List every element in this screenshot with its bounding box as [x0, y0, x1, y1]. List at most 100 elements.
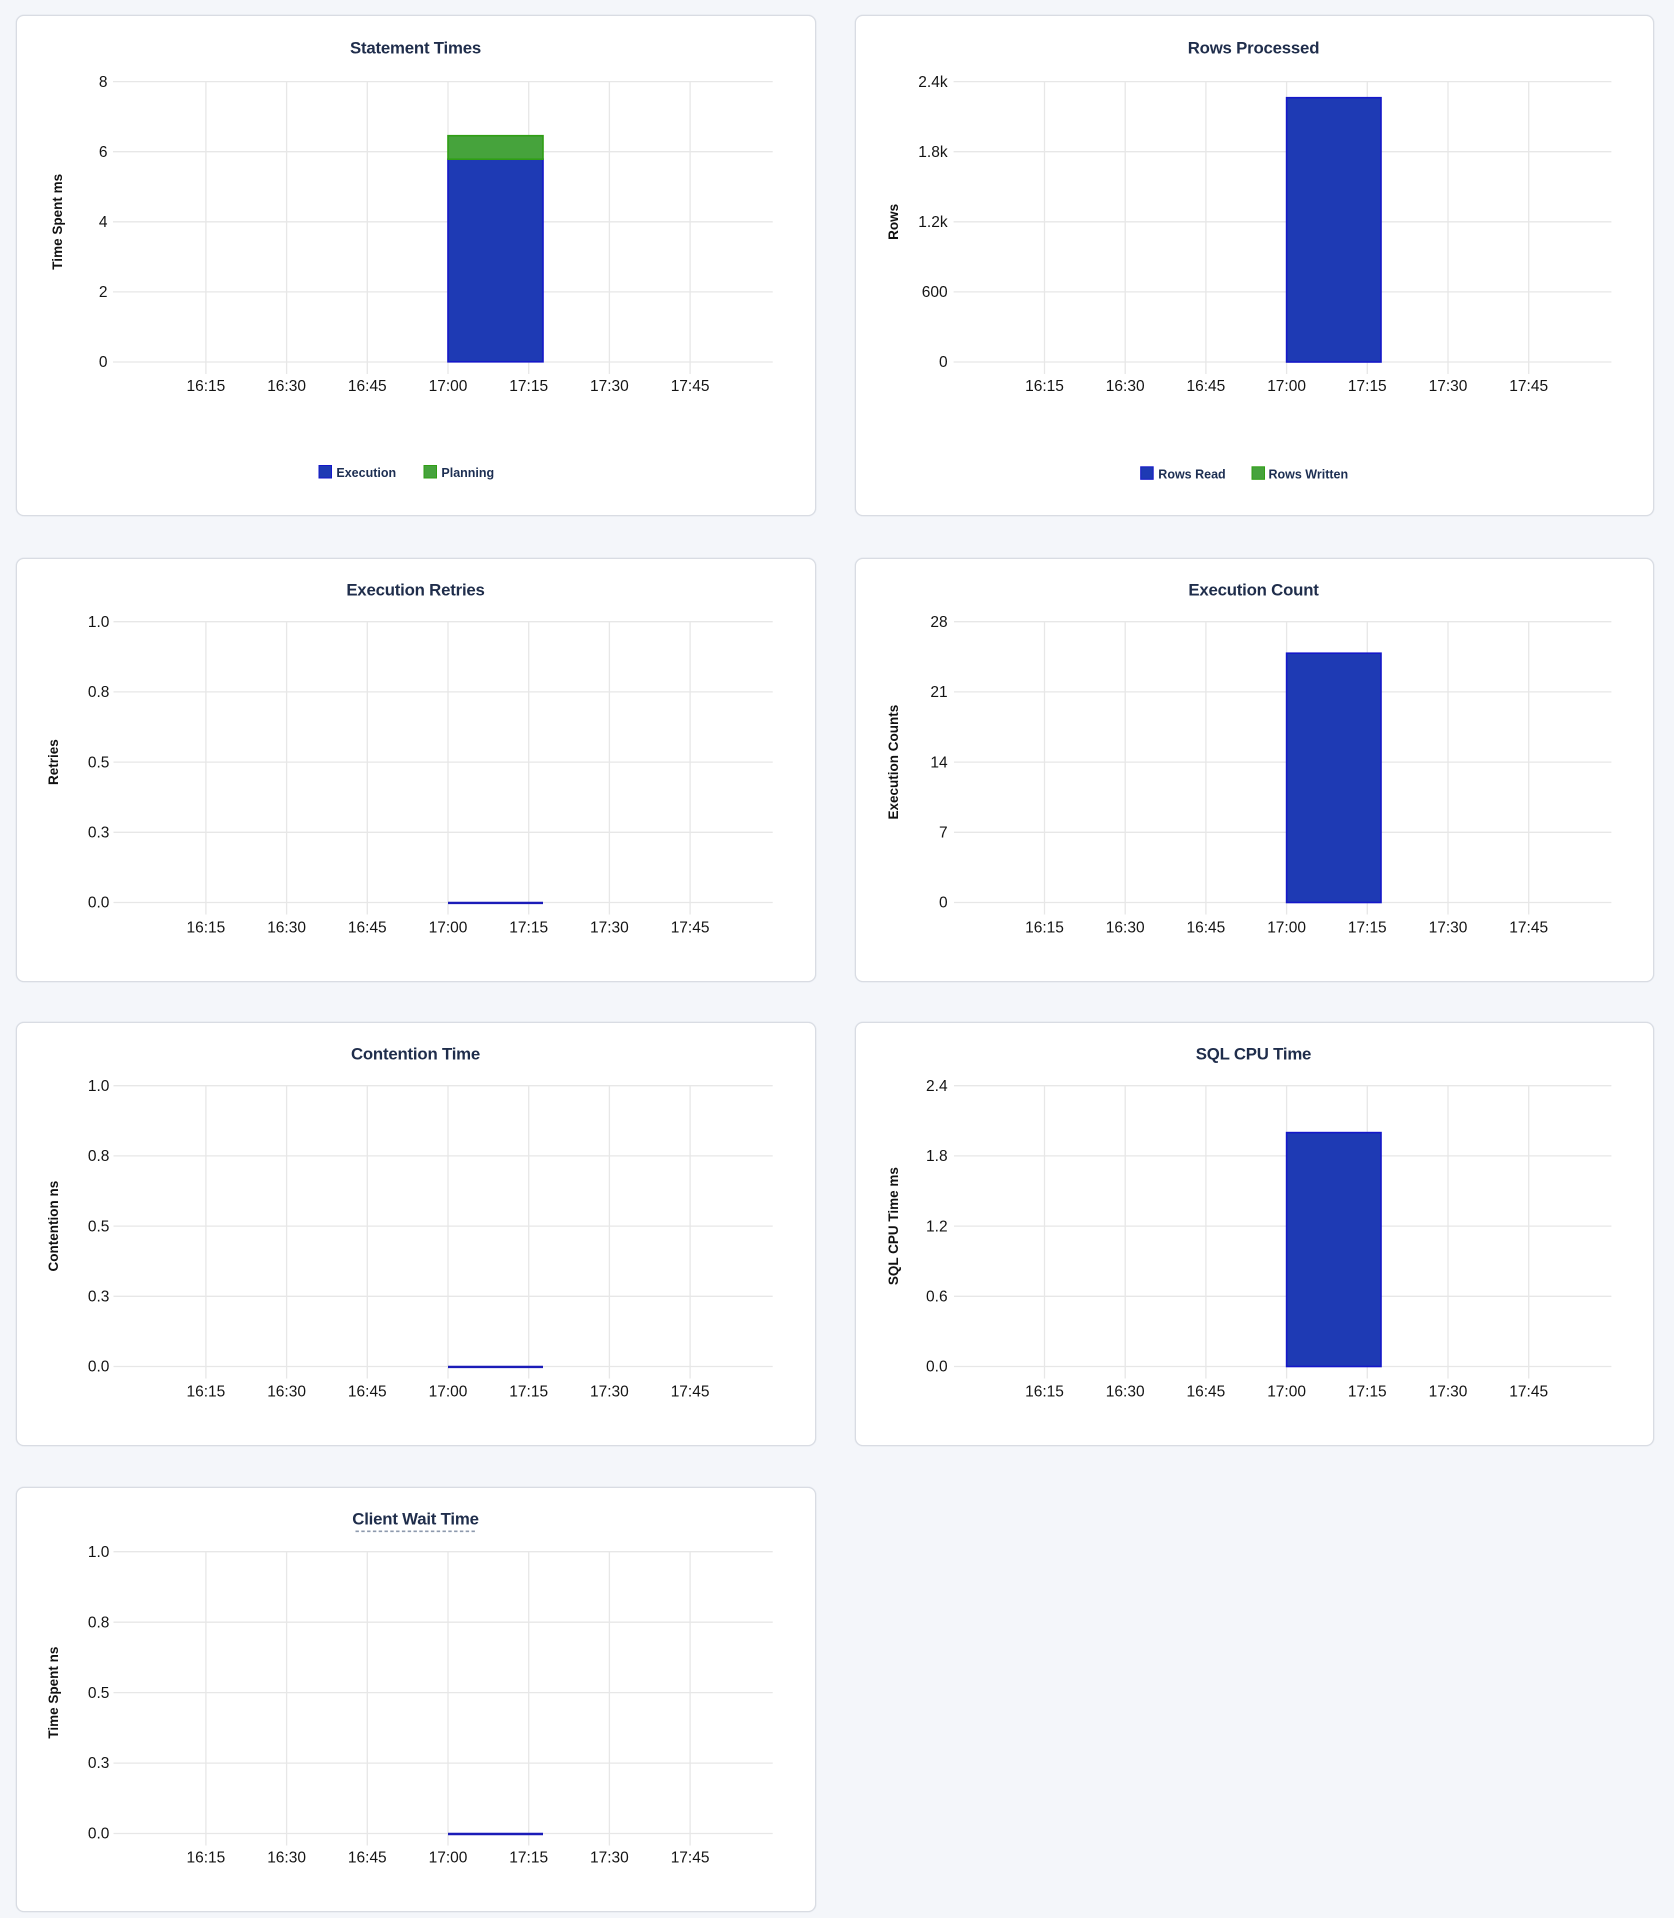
svg-text:7: 7 [939, 825, 948, 842]
svg-text:16:45: 16:45 [348, 920, 387, 937]
svg-text:Time Spent ms: Time Spent ms [50, 174, 65, 270]
svg-text:17:00: 17:00 [429, 1384, 468, 1401]
svg-text:17:30: 17:30 [1429, 920, 1468, 937]
svg-text:16:15: 16:15 [1025, 920, 1064, 937]
svg-text:Time Spent ns: Time Spent ns [46, 1647, 61, 1739]
svg-text:17:15: 17:15 [509, 1384, 548, 1401]
svg-text:16:30: 16:30 [267, 920, 306, 937]
svg-text:600: 600 [922, 284, 948, 301]
svg-text:17:15: 17:15 [1348, 378, 1387, 395]
svg-text:16:45: 16:45 [348, 1850, 387, 1867]
svg-text:Statement Times: Statement Times [350, 39, 481, 58]
svg-text:16:45: 16:45 [1187, 920, 1226, 937]
svg-text:17:45: 17:45 [671, 1384, 710, 1401]
svg-text:16:15: 16:15 [1025, 378, 1064, 395]
svg-text:16:15: 16:15 [187, 920, 226, 937]
svg-text:Rows Processed: Rows Processed [1188, 39, 1320, 58]
svg-text:0.8: 0.8 [88, 1148, 110, 1165]
svg-text:17:45: 17:45 [671, 378, 710, 395]
svg-text:17:45: 17:45 [1509, 1384, 1548, 1401]
svg-text:17:00: 17:00 [1267, 378, 1306, 395]
svg-text:17:30: 17:30 [1429, 1384, 1468, 1401]
svg-text:1.0: 1.0 [88, 614, 110, 631]
svg-text:0: 0 [99, 354, 108, 371]
svg-text:17:00: 17:00 [1267, 1384, 1306, 1401]
svg-text:17:45: 17:45 [1509, 378, 1548, 395]
svg-text:0.5: 0.5 [88, 1218, 110, 1235]
svg-text:6: 6 [99, 144, 108, 161]
svg-text:0.3: 0.3 [88, 1755, 110, 1772]
svg-text:Retries: Retries [46, 739, 61, 785]
svg-text:16:30: 16:30 [1106, 920, 1145, 937]
svg-text:2: 2 [99, 284, 108, 301]
svg-text:1.2: 1.2 [926, 1218, 948, 1235]
svg-text:Contention ns: Contention ns [46, 1181, 61, 1272]
svg-text:Execution Count: Execution Count [1188, 581, 1319, 600]
svg-text:4: 4 [99, 214, 108, 231]
svg-text:17:45: 17:45 [671, 920, 710, 937]
svg-text:0.8: 0.8 [88, 684, 110, 701]
svg-text:17:15: 17:15 [509, 378, 548, 395]
svg-text:1.8: 1.8 [926, 1148, 948, 1165]
svg-text:1.2k: 1.2k [918, 214, 948, 231]
svg-text:Planning: Planning [441, 466, 494, 480]
svg-text:17:15: 17:15 [1348, 920, 1387, 937]
svg-text:16:30: 16:30 [1106, 1384, 1145, 1401]
svg-text:Rows: Rows [886, 204, 901, 240]
svg-text:17:00: 17:00 [1267, 920, 1306, 937]
svg-text:1.0: 1.0 [88, 1544, 110, 1561]
svg-text:17:45: 17:45 [671, 1850, 710, 1867]
svg-text:17:30: 17:30 [590, 1850, 629, 1867]
svg-text:17:45: 17:45 [1509, 920, 1548, 937]
svg-text:17:00: 17:00 [429, 378, 468, 395]
svg-text:14: 14 [930, 754, 948, 771]
svg-text:Execution: Execution [336, 466, 396, 480]
svg-text:0.6: 0.6 [926, 1289, 948, 1306]
svg-text:17:30: 17:30 [590, 920, 629, 937]
svg-text:0.0: 0.0 [926, 1359, 948, 1376]
svg-text:16:15: 16:15 [187, 378, 226, 395]
svg-text:17:00: 17:00 [429, 920, 468, 937]
svg-text:17:15: 17:15 [509, 920, 548, 937]
svg-text:0.8: 0.8 [88, 1614, 110, 1631]
svg-text:0.5: 0.5 [88, 1685, 110, 1702]
svg-text:28: 28 [930, 614, 947, 631]
svg-text:16:45: 16:45 [1187, 378, 1226, 395]
svg-text:17:15: 17:15 [1348, 1384, 1387, 1401]
svg-text:16:30: 16:30 [267, 378, 306, 395]
svg-text:0.0: 0.0 [88, 895, 110, 912]
svg-text:17:30: 17:30 [590, 1384, 629, 1401]
svg-text:Execution Retries: Execution Retries [346, 581, 484, 600]
svg-text:17:30: 17:30 [590, 378, 629, 395]
svg-text:16:45: 16:45 [348, 1384, 387, 1401]
svg-text:SQL CPU Time ms: SQL CPU Time ms [886, 1167, 901, 1285]
svg-text:0.3: 0.3 [88, 825, 110, 842]
svg-text:1.0: 1.0 [88, 1078, 110, 1095]
svg-text:8: 8 [99, 74, 108, 91]
svg-text:21: 21 [930, 684, 947, 701]
svg-text:SQL CPU Time: SQL CPU Time [1196, 1045, 1311, 1064]
svg-text:17:30: 17:30 [1429, 378, 1468, 395]
svg-text:17:00: 17:00 [429, 1850, 468, 1867]
svg-text:16:30: 16:30 [267, 1384, 306, 1401]
svg-text:0.0: 0.0 [88, 1826, 110, 1843]
svg-text:0.0: 0.0 [88, 1359, 110, 1376]
svg-text:0.3: 0.3 [88, 1289, 110, 1306]
svg-text:2.4: 2.4 [926, 1078, 948, 1095]
svg-text:16:45: 16:45 [348, 378, 387, 395]
svg-text:16:15: 16:15 [187, 1850, 226, 1867]
svg-text:2.4k: 2.4k [918, 74, 948, 91]
svg-text:Rows Read: Rows Read [1158, 467, 1225, 481]
svg-text:0: 0 [939, 354, 948, 371]
svg-text:Execution Counts: Execution Counts [886, 705, 901, 820]
svg-text:16:15: 16:15 [187, 1384, 226, 1401]
svg-text:16:45: 16:45 [1187, 1384, 1226, 1401]
svg-text:1.8k: 1.8k [918, 144, 948, 161]
svg-text:17:15: 17:15 [509, 1850, 548, 1867]
svg-text:Client Wait Time: Client Wait Time [352, 1510, 478, 1529]
svg-text:Rows Written: Rows Written [1269, 467, 1349, 481]
svg-text:Contention Time: Contention Time [351, 1045, 480, 1064]
svg-text:16:30: 16:30 [1106, 378, 1145, 395]
svg-text:0: 0 [939, 895, 948, 912]
svg-text:0.5: 0.5 [88, 754, 110, 771]
